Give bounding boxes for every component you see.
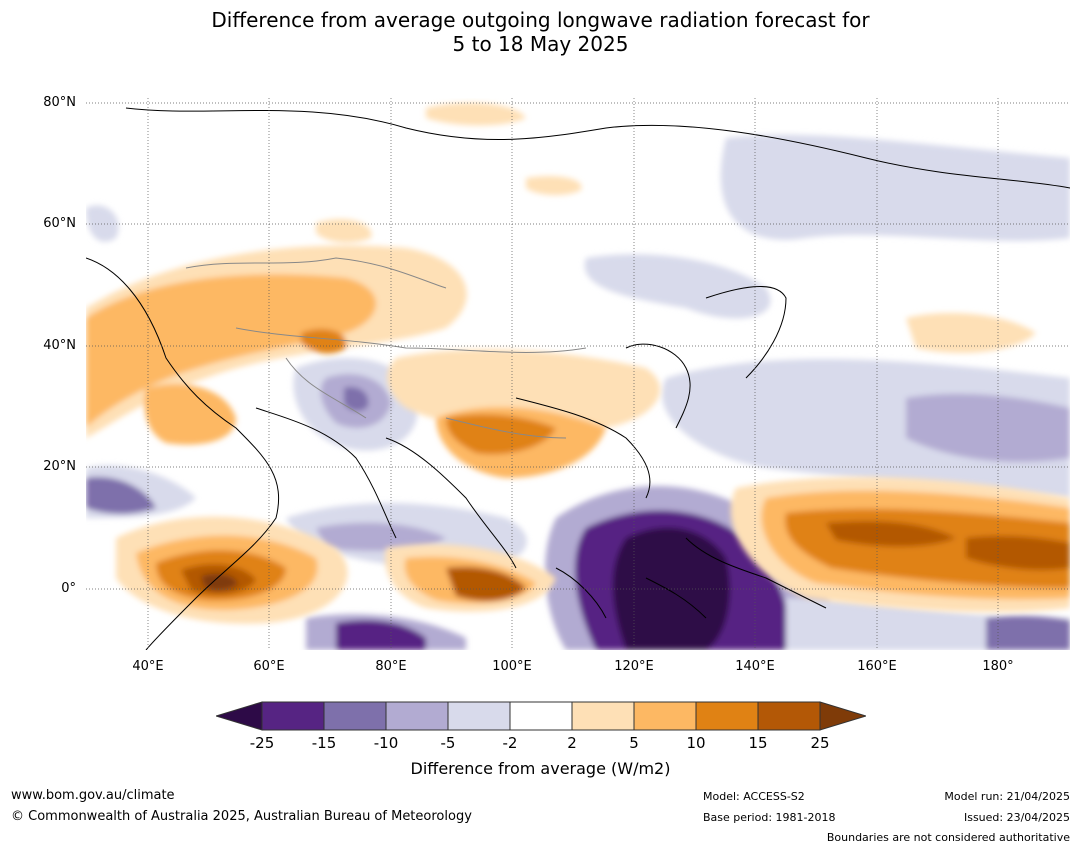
lon-label-140e: 140°E: [735, 659, 775, 674]
lon-label-160e: 160°E: [857, 659, 897, 674]
boundaries-disclaimer: Boundaries are not considered authoritat…: [826, 831, 1070, 844]
model-run-date: Model run: 21/04/2025: [944, 790, 1070, 803]
colorbar-segment: [447, 701, 511, 731]
gridlines: [86, 98, 1070, 650]
colorbar-tick: 15: [748, 734, 768, 752]
issued-date: Issued: 23/04/2025: [963, 811, 1070, 824]
colorbar-segment: [509, 701, 573, 731]
colorbar-segment: [633, 701, 697, 731]
colorbar-tick: -15: [311, 734, 337, 752]
colorbar-segment: [385, 701, 449, 731]
colorbar-tick: 5: [629, 734, 639, 752]
colorbar-tick: -5: [440, 734, 456, 752]
copyright-text: © Commonwealth of Australia 2025, Austra…: [11, 809, 472, 824]
colorbar-tick: -10: [373, 734, 399, 752]
colorbar-segment: [695, 701, 759, 731]
colorbar-tick: -2: [502, 734, 518, 752]
bom-url-link[interactable]: www.bom.gov.au/climate: [11, 788, 175, 803]
lat-label-60n: 60°N: [43, 216, 76, 231]
lon-label-180: 180°: [982, 659, 1014, 674]
map-area: [86, 98, 1070, 650]
positive-anomaly-regions: [86, 102, 1070, 624]
country-boundaries: [185, 257, 587, 439]
colorbar-extend-high: [819, 701, 866, 731]
lon-label-120e: 120°E: [614, 659, 654, 674]
lon-label-40e: 40°E: [132, 659, 164, 674]
colorbar-tick: 10: [686, 734, 706, 752]
lat-label-0: 0°: [61, 581, 76, 596]
colorbar-label: Difference from average (W/m2): [410, 759, 671, 778]
colorbar: [216, 701, 866, 731]
colorbar-segment: [757, 701, 821, 731]
title-line-2: 5 to 18 May 2025: [452, 32, 629, 56]
base-period: Base period: 1981-2018: [703, 811, 836, 824]
anomaly-map: [86, 98, 1070, 650]
lon-label-80e: 80°E: [375, 659, 407, 674]
colorbar-extend-low: [216, 701, 263, 731]
model-name: Model: ACCESS-S2: [703, 790, 805, 803]
lat-label-40n: 40°N: [43, 338, 76, 353]
lon-label-60e: 60°E: [253, 659, 285, 674]
colorbar-segment: [261, 701, 325, 731]
colorbar-tick: -25: [249, 734, 275, 752]
lat-label-80n: 80°N: [43, 95, 76, 110]
colorbar-tick: 25: [810, 734, 830, 752]
lat-label-20n: 20°N: [43, 459, 76, 474]
colorbar-tick: 2: [567, 734, 577, 752]
colorbar-segment: [571, 701, 635, 731]
map-title: Difference from average outgoing longwav…: [0, 8, 1081, 56]
title-line-1: Difference from average outgoing longwav…: [211, 8, 870, 32]
colorbar-segment: [323, 701, 387, 731]
lon-label-100e: 100°E: [492, 659, 532, 674]
coastlines: [86, 107, 1070, 650]
